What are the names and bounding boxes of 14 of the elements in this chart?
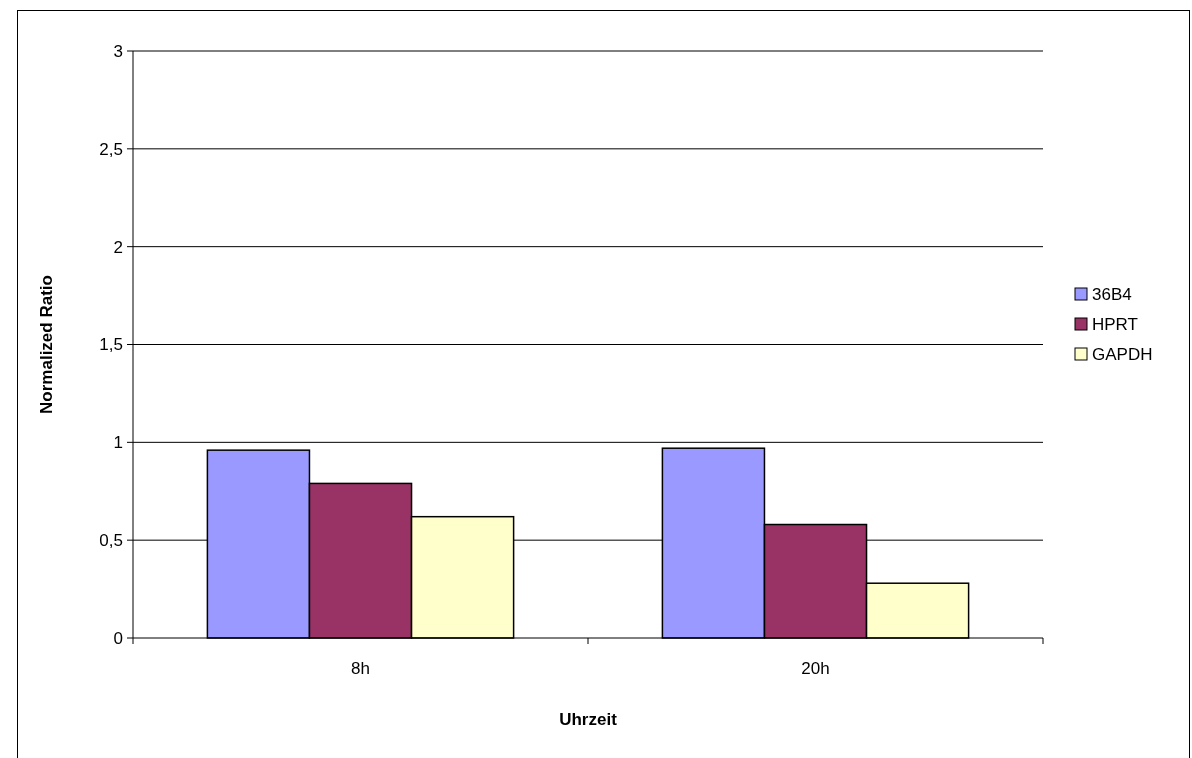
y-tick-label: 0: [113, 628, 123, 648]
legend-label: HPRT: [1092, 315, 1138, 334]
y-tick-label: 3: [113, 41, 123, 61]
y-tick-label: 2,5: [99, 139, 123, 159]
legend-label: GAPDH: [1092, 345, 1153, 364]
y-tick-label: 1: [113, 433, 123, 453]
x-axis-title: Uhrzeit: [559, 710, 618, 729]
y-tick-label: 2: [113, 237, 123, 257]
x-tick-label: 20h: [801, 659, 830, 678]
legend-label: 36B4: [1092, 285, 1132, 304]
y-axis-title: Normalized Ratio: [37, 275, 56, 414]
x-tick-label: 8h: [351, 659, 370, 678]
y-tick-label: 0,5: [99, 531, 123, 551]
y-tick-label: 1,5: [99, 335, 123, 355]
